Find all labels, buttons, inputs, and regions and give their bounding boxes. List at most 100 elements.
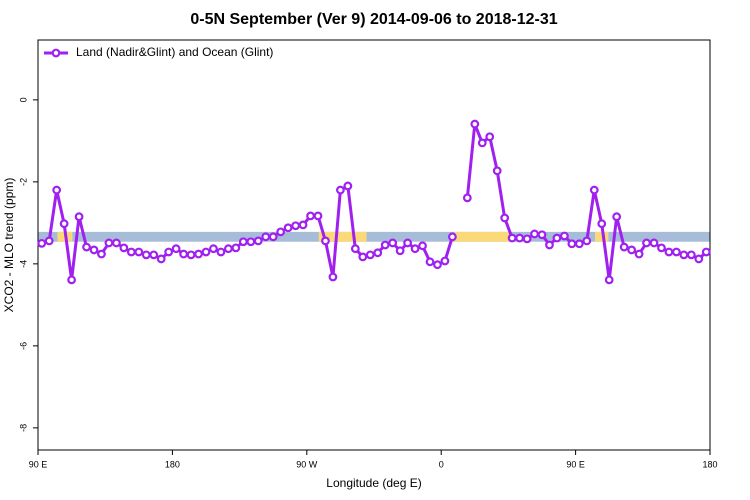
data-point: [686, 250, 696, 260]
y-tick-label: -8: [18, 424, 28, 432]
x-axis-label: Longitude (deg E): [326, 476, 421, 490]
data-point: [283, 223, 293, 233]
data-point: [238, 237, 248, 247]
chart-title: 0-5N September (Ver 9) 2014-09-06 to 201…: [190, 11, 557, 28]
data-point: [194, 249, 203, 259]
data-point: [380, 240, 390, 250]
data-point: [694, 254, 704, 264]
data-point: [395, 246, 405, 256]
data-point: [126, 247, 136, 257]
data-point: [410, 244, 420, 254]
data-point: [321, 236, 330, 246]
legend-marker: [51, 48, 61, 58]
data-point: [89, 245, 99, 255]
data-point: [642, 238, 651, 248]
data-point: [433, 260, 442, 270]
data-point: [231, 243, 241, 253]
data-point: [291, 221, 301, 231]
x-tick-label: 90 E: [566, 459, 585, 469]
data-point: [500, 213, 510, 223]
data-point: [574, 239, 584, 249]
data-point: [537, 230, 547, 240]
data-point: [567, 239, 577, 249]
data-point: [164, 247, 174, 257]
data-point: [37, 238, 47, 248]
data-point: [649, 238, 659, 248]
data-point: [701, 247, 711, 257]
data-point: [462, 193, 472, 203]
data-point: [560, 231, 569, 241]
data-point: [179, 249, 189, 259]
data-point: [313, 211, 323, 221]
data-point: [52, 185, 62, 195]
data-point: [97, 249, 106, 259]
data-point: [253, 236, 263, 246]
data-point: [141, 250, 151, 260]
data-point: [552, 233, 562, 243]
data-point: [619, 242, 629, 252]
data-point: [440, 256, 450, 266]
band-segment: [595, 231, 609, 242]
data-point: [492, 166, 502, 176]
data-point: [522, 234, 532, 244]
data-point: [82, 242, 91, 252]
data-point: [149, 250, 159, 260]
x-tick-label: 90 E: [29, 459, 48, 469]
data-point: [44, 236, 54, 246]
data-point: [111, 238, 121, 248]
data-point: [589, 185, 599, 195]
data-point: [350, 244, 360, 254]
data-point: [470, 119, 480, 129]
legend-label: Land (Nadir&Glint) and Ocean (Glint): [76, 45, 273, 59]
data-point: [306, 211, 315, 221]
x-tick-label: 0: [439, 459, 444, 469]
band-segment: [454, 231, 510, 242]
data-point: [582, 236, 592, 246]
data-point: [604, 275, 614, 285]
data-point: [201, 247, 211, 257]
x-tick-label: 180: [165, 459, 180, 469]
y-axis-label: XCO2 - MLO trend (ppm): [2, 178, 16, 313]
data-point: [74, 212, 84, 222]
data-point: [67, 275, 76, 285]
data-point: [365, 250, 375, 260]
data-point: [612, 212, 622, 222]
band: [38, 231, 710, 242]
data-point: [171, 244, 181, 254]
data-point: [268, 232, 278, 242]
data-point: [373, 248, 383, 258]
data-point: [328, 272, 338, 282]
data-point: [209, 244, 218, 254]
data-point: [448, 232, 457, 242]
data-point: [403, 238, 413, 248]
data-point: [664, 247, 674, 257]
plot-frame: [37, 39, 711, 451]
data-point: [186, 250, 196, 260]
y-tick-label: 0: [18, 97, 28, 102]
data-point: [507, 233, 517, 243]
data-point: [119, 243, 129, 253]
data-point: [477, 138, 487, 148]
data-point: [657, 243, 666, 253]
data-point: [418, 241, 427, 251]
data-point: [679, 250, 689, 260]
y-tick-label: -2: [18, 178, 28, 186]
y-tick-label: -6: [18, 342, 28, 350]
data-point: [156, 254, 166, 264]
data-point: [59, 219, 69, 229]
data-point: [530, 229, 539, 239]
data-point: [545, 240, 554, 250]
data-point: [298, 220, 308, 230]
data-point: [104, 238, 114, 248]
data-point: [336, 185, 345, 195]
band-segment: [318, 231, 367, 242]
data-point: [388, 238, 398, 248]
data-point: [485, 132, 495, 142]
data-point: [343, 181, 353, 191]
x-tick-label: 180: [702, 459, 717, 469]
data-point: [223, 244, 233, 254]
data-point: [216, 247, 226, 257]
data-point: [515, 233, 524, 243]
data-point: [634, 249, 644, 259]
